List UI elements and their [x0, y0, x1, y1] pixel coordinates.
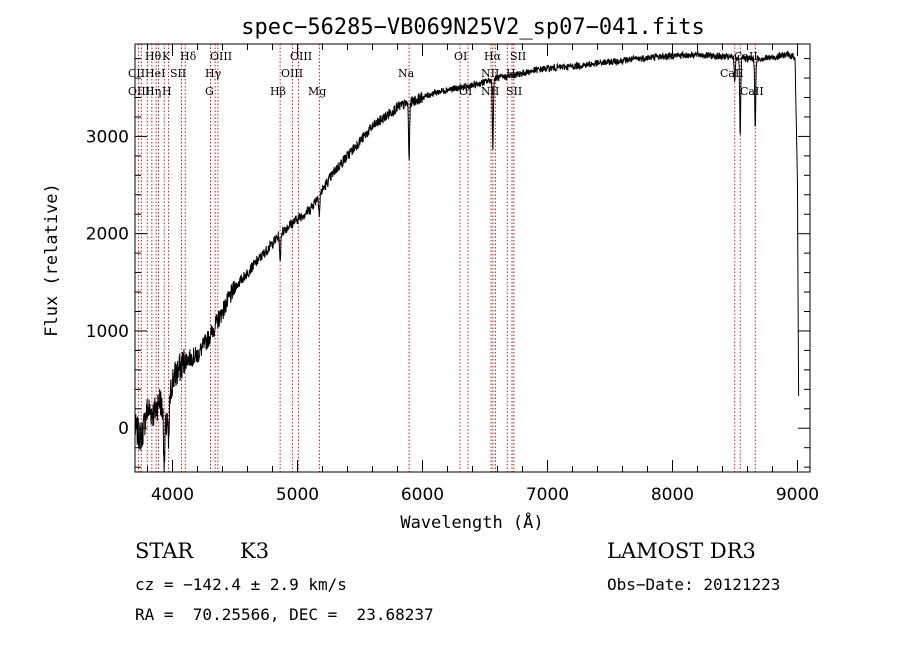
redshift-velocity: cz = −142.4 ± 2.9 km/s — [135, 575, 347, 594]
marker-label: Hη — [145, 85, 161, 98]
marker-label: SII — [170, 67, 186, 80]
marker-label: OIII — [281, 67, 303, 80]
marker-label: CaII — [734, 50, 758, 63]
marker-label: OI — [454, 50, 467, 63]
ticks-layer: 4000 5000 6000 7000 8000 9000 0 1000 2000 3000 — [86, 44, 819, 505]
marker-label: K — [162, 50, 171, 63]
observation-date: Obs−Date: 20121223 — [607, 575, 781, 594]
y-tick-label: 1000 — [86, 322, 129, 342]
x-tick-label: 6000 — [401, 485, 444, 505]
x-tick-label: 7000 — [526, 485, 569, 505]
marker-label: NII — [481, 85, 499, 98]
plot-frame — [134, 43, 811, 473]
marker-label: Hβ — [270, 85, 286, 98]
marker-label: H — [162, 85, 172, 98]
object-class: STAR — [135, 539, 194, 563]
y-axis-label: Flux (relative) — [42, 183, 62, 337]
y-tick-label: 0 — [118, 419, 129, 439]
marker-label: SII — [510, 50, 526, 63]
marker-label: OI — [459, 85, 472, 98]
spectrum-layer — [134, 49, 800, 473]
x-tick-label: 5000 — [276, 485, 319, 505]
marker-label: OIII — [128, 85, 150, 98]
marker-labels-layer: Hθ K Hδ OIII OIII OI Hα SII CaII CII HeI SII Hγ OIII N… — [128, 50, 764, 98]
x-tick-label: 9000 — [776, 485, 819, 505]
marker-label: Hδ — [180, 50, 197, 63]
marker-label: CII — [128, 67, 145, 80]
marker-label: CaII — [740, 85, 764, 98]
x-tick-label: 4000 — [151, 485, 194, 505]
marker-label: Hα — [484, 50, 502, 63]
spectrum-line — [134, 49, 800, 473]
spectral-subclass: K3 — [240, 539, 270, 563]
marker-label: He — [506, 67, 522, 80]
marker-label: G — [205, 85, 214, 98]
coordinates: RA = 70.25566, DEC = 23.68237 — [135, 605, 434, 624]
x-tick-label: 8000 — [651, 485, 694, 505]
survey-name: LAMOST DR3 — [607, 539, 756, 563]
chart-title: spec−56285−VB069N25V2_sp07−041.fits — [241, 15, 705, 40]
marker-label: CaII — [720, 67, 744, 80]
marker-label: OIII — [290, 50, 312, 63]
marker-label: Na — [398, 67, 415, 80]
x-axis-label: Wavelength (Å) — [400, 511, 543, 533]
marker-label: Hθ — [145, 50, 162, 63]
marker-label: Mg — [308, 85, 326, 98]
marker-label: NII — [481, 67, 499, 80]
marker-label: Hγ — [205, 67, 222, 80]
marker-label: OIII — [210, 50, 232, 63]
marker-label: HeI — [145, 67, 165, 80]
marker-label: SII — [506, 85, 522, 98]
y-tick-label: 3000 — [86, 127, 129, 147]
line-markers-layer — [137, 44, 756, 472]
y-tick-label: 2000 — [86, 225, 129, 245]
